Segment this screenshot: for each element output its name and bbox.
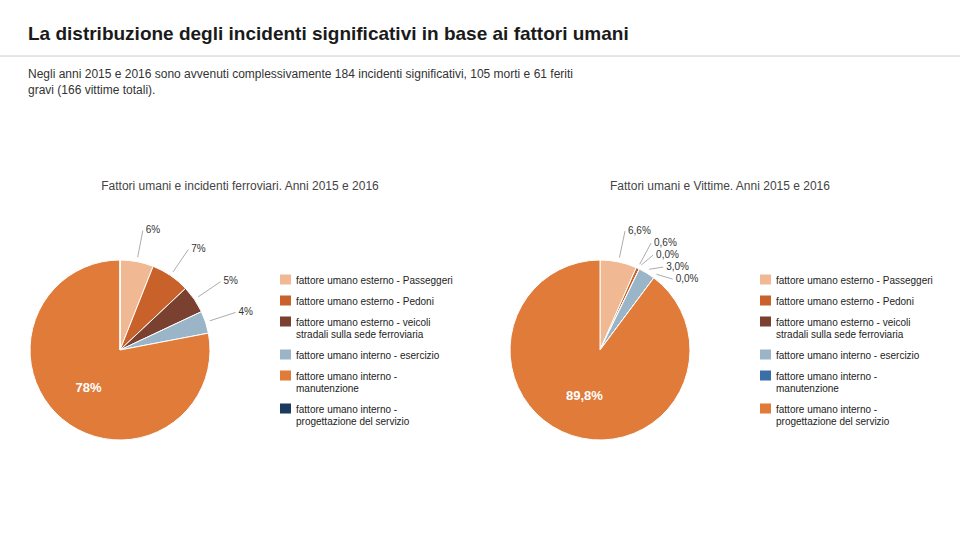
legend-swatch [760, 317, 771, 327]
legend-item: fattore umano esterno - Passeggeri [760, 275, 933, 286]
legend-item: fattore umano interno -manutenzione [760, 371, 877, 394]
pie-panel: Fattori umani e Vittime. Anni 2015 e 201… [510, 179, 933, 440]
chart-title: Fattori umani e incidenti ferroviari. An… [101, 179, 379, 193]
legend-item: fattore umano interno -progettazione del… [760, 404, 890, 427]
text-line: fattore umano esterno - Pedoni [296, 296, 434, 307]
text-line: stradali sulla sede ferroviaria [296, 329, 424, 340]
legend-item: fattore umano interno - esercizio [280, 350, 440, 361]
text-line: fattore umano esterno - Pedoni [776, 296, 914, 307]
chart-canvas: La distribuzione degli incidenti signifi… [0, 0, 960, 540]
leader-line [641, 255, 653, 265]
leader-line [198, 282, 220, 297]
legend-item: fattore umano esterno - Passeggeri [280, 275, 453, 286]
data-label: 3,0% [666, 261, 689, 272]
data-label: 5% [223, 275, 238, 286]
pie-slice [119, 260, 120, 350]
text-line: fattore umano interno - [776, 404, 877, 415]
text-line: fattore umano interno - esercizio [776, 350, 920, 361]
legend-swatch [760, 404, 771, 414]
leader-line [649, 267, 663, 269]
data-labels: 78% 6% 7% 5% 4% [75, 224, 253, 394]
leader-line [657, 274, 673, 279]
data-label: 0,6% [654, 237, 677, 248]
data-label: 0,0% [676, 273, 699, 284]
text-line: progettazione del servizio [776, 416, 890, 427]
legend-swatch [280, 296, 291, 306]
leader-line [173, 250, 188, 272]
text-line: manutenzione [296, 383, 359, 394]
data-label: 0,0% [656, 249, 679, 260]
legend: fattore umano esterno - Passeggeri fattor… [280, 275, 453, 427]
legend-label: fattore umano interno -progettazione del… [776, 404, 890, 427]
legend-label: fattore umano esterno - Pedoni [296, 296, 434, 307]
legend: fattore umano esterno - Passeggeri fattor… [760, 275, 933, 427]
legend-item: fattore umano interno - esercizio [760, 350, 920, 361]
legend-label: fattore umano esterno - Pedoni [776, 296, 914, 307]
data-label: 6% [146, 224, 161, 235]
leader-line [210, 312, 236, 320]
legend-item: fattore umano esterno - Pedoni [280, 296, 434, 307]
page-title: La distribuzione degli incidenti signifi… [28, 23, 629, 44]
legend-label: fattore umano esterno - Passeggeri [296, 275, 453, 286]
text-line: Negli anni 2015 e 2016 sono avvenuti com… [28, 67, 573, 81]
data-label: 6,6% [628, 225, 651, 236]
legend-swatch [280, 317, 291, 327]
legend-label: fattore umano esterno - veicolistradali … [776, 317, 911, 340]
chart-title: Fattori umani e Vittime. Anni 2015 e 201… [610, 179, 830, 193]
legend-label: fattore umano interno -manutenzione [776, 371, 877, 394]
text-line: fattore umano interno - [296, 404, 397, 415]
leader-line [138, 231, 143, 258]
legend-label: fattore umano esterno - veicolistradali … [296, 317, 431, 340]
data-label: 78% [75, 380, 101, 395]
legend-item: fattore umano esterno - veicolistradali … [760, 317, 911, 340]
leader-line [640, 243, 651, 264]
legend-swatch [280, 275, 291, 285]
text-line: fattore umano esterno - veicoli [776, 317, 911, 328]
legend-label: fattore umano interno -progettazione del… [296, 404, 410, 427]
legend-item: fattore umano esterno - veicolistradali … [280, 317, 431, 340]
text-line: progettazione del servizio [296, 416, 410, 427]
data-label: 7% [191, 243, 206, 254]
data-label: 89,8% [566, 388, 603, 403]
legend-item: fattore umano esterno - Pedoni [760, 296, 914, 307]
legend-swatch [760, 275, 771, 285]
header-rule [0, 56, 960, 57]
legend-swatch [280, 404, 291, 414]
legend-label: fattore umano interno -manutenzione [296, 371, 397, 394]
pie-panel: Fattori umani e incidenti ferroviari. An… [30, 179, 453, 440]
text-line: fattore umano esterno - veicoli [296, 317, 431, 328]
text-line: fattore umano interno - [776, 371, 877, 382]
text-line: stradali sulla sede ferroviaria [776, 329, 904, 340]
text-line: gravi (166 vittime totali). [28, 83, 155, 97]
pie [510, 260, 690, 440]
legend-label: fattore umano interno - esercizio [776, 350, 920, 361]
pie-slice [510, 260, 690, 440]
legend-item: fattore umano interno -manutenzione [280, 371, 397, 394]
legend-swatch [280, 350, 291, 360]
page-subtitle: Negli anni 2015 e 2016 sono avvenuti com… [28, 67, 573, 97]
legend-swatch [760, 371, 771, 381]
text-line: manutenzione [776, 383, 839, 394]
text-line: fattore umano esterno - Passeggeri [776, 275, 933, 286]
legend-swatch [760, 350, 771, 360]
data-labels: 89,8%6,6%0,6%0,0%3,0%0,0% [566, 225, 699, 404]
legend-swatch [280, 371, 291, 381]
text-line: fattore umano esterno - Passeggeri [296, 275, 453, 286]
pie [30, 260, 210, 440]
legend-label: fattore umano esterno - Passeggeri [776, 275, 933, 286]
legend-item: fattore umano interno -progettazione del… [280, 404, 410, 427]
leader-line [619, 231, 625, 257]
text-line: fattore umano interno - esercizio [296, 350, 440, 361]
text-line: fattore umano interno - [296, 371, 397, 382]
data-label: 4% [239, 306, 254, 317]
pie-slice [30, 260, 210, 440]
legend-label: fattore umano interno - esercizio [296, 350, 440, 361]
legend-swatch [760, 296, 771, 306]
